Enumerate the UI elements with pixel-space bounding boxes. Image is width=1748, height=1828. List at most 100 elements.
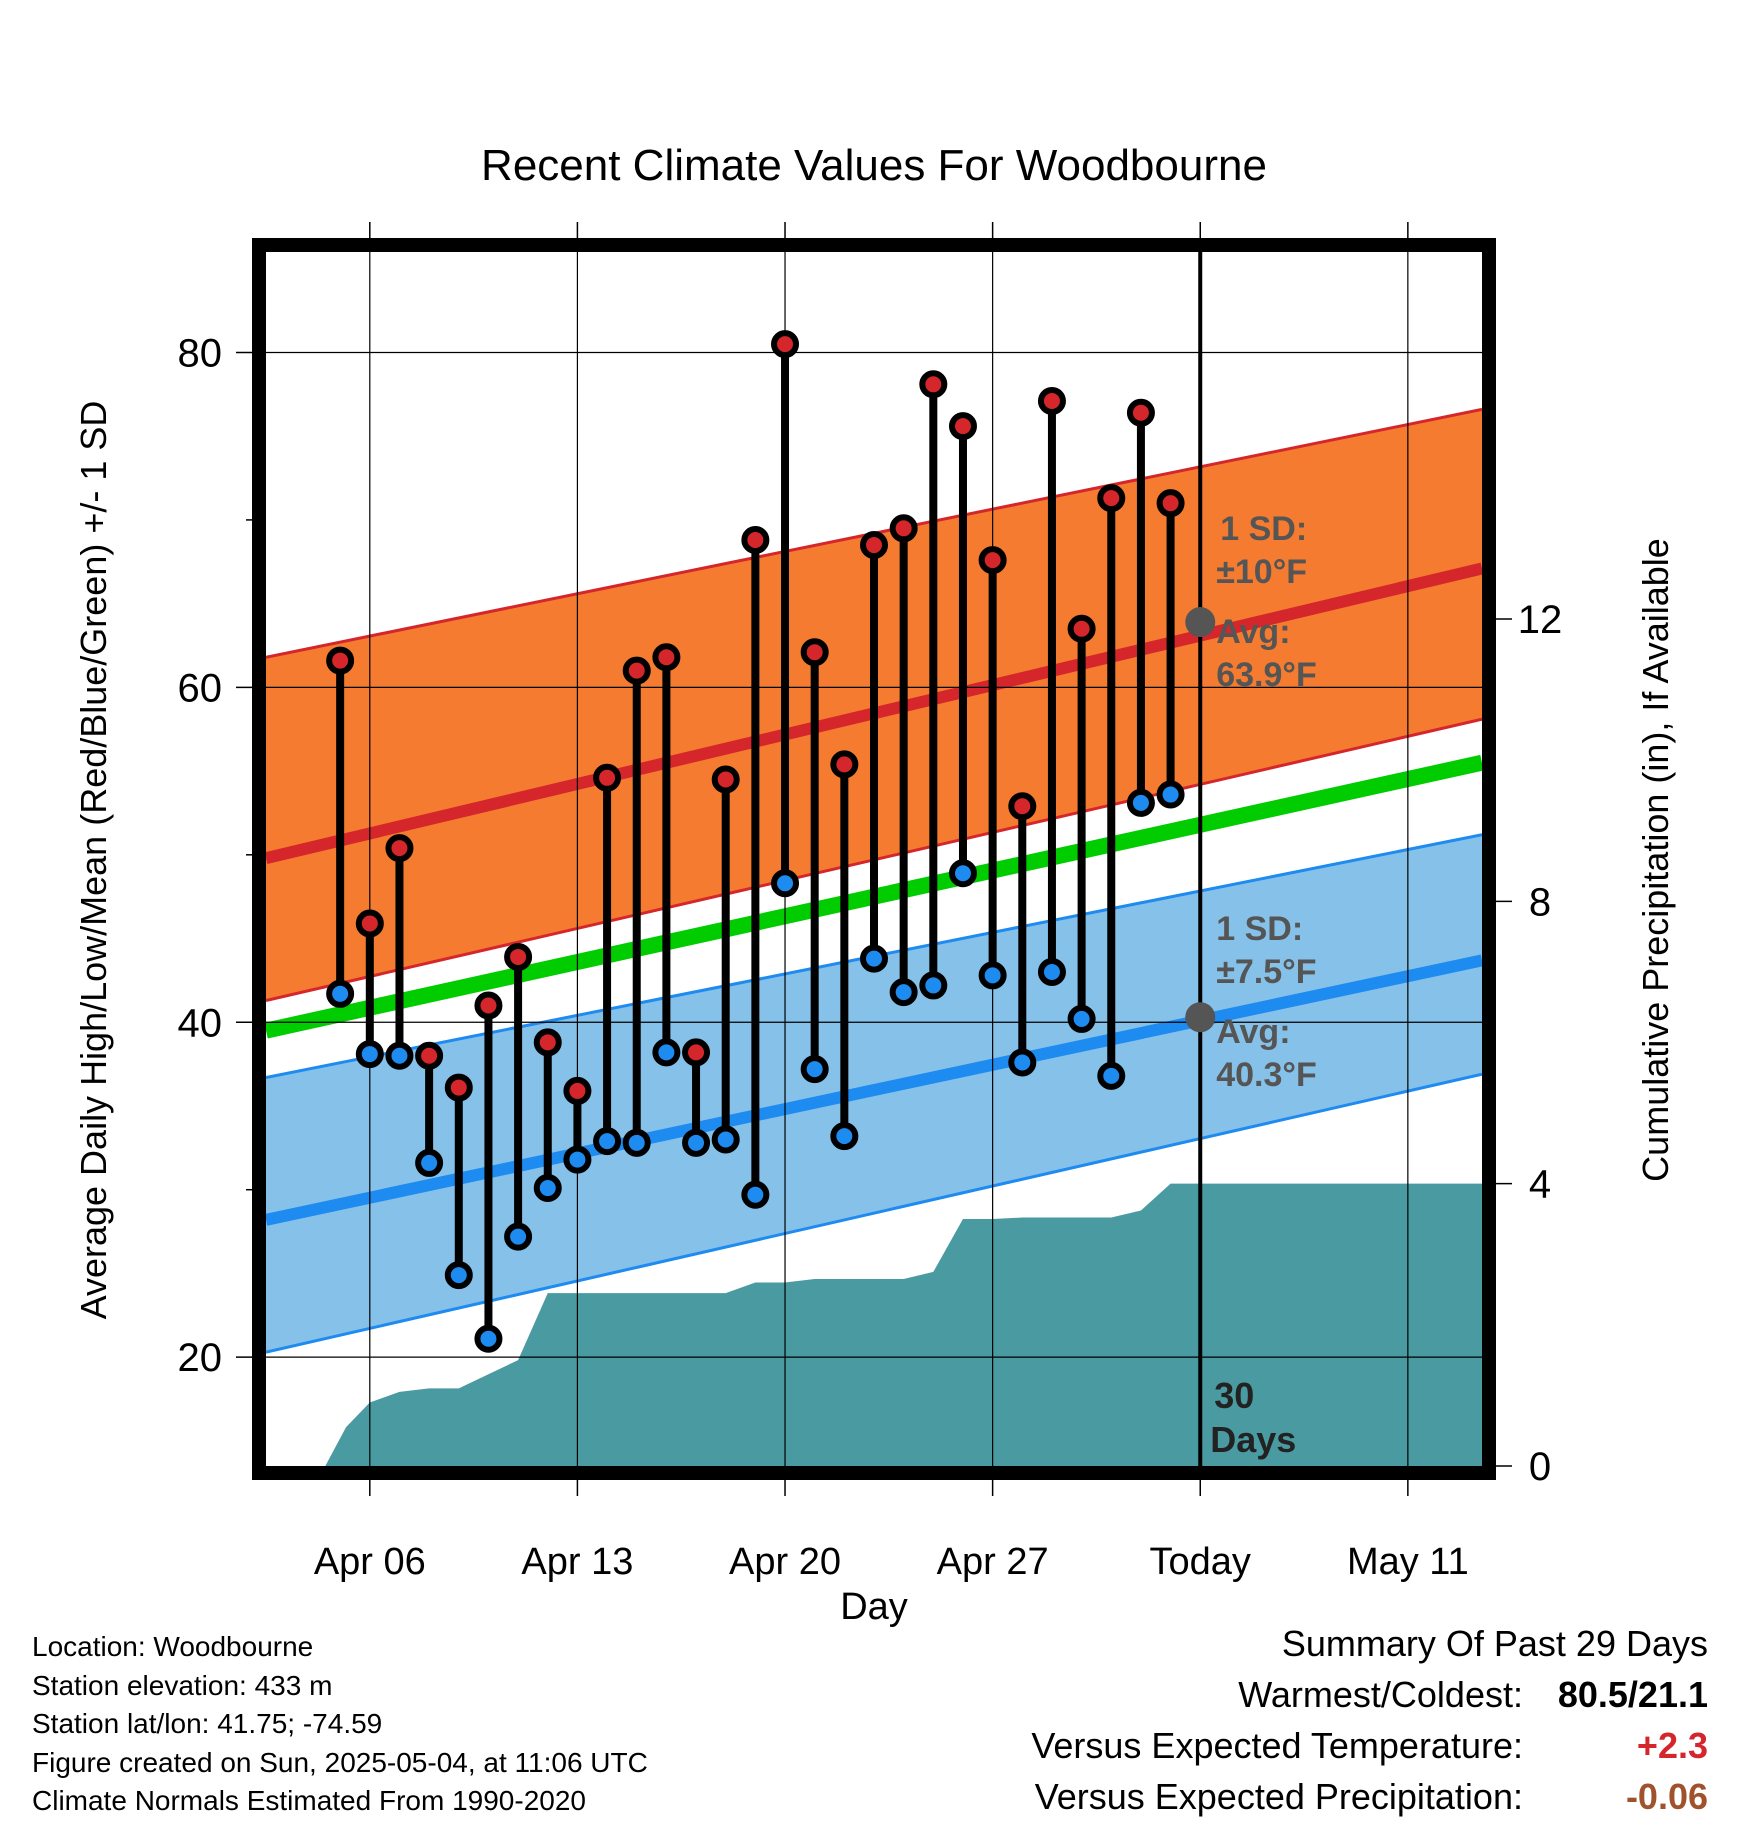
- y-tick-label-left: 60: [178, 666, 223, 710]
- summary-temp-row: Versus Expected Temperature: +2.3: [1031, 1720, 1708, 1771]
- daily-high-point: [1097, 484, 1126, 513]
- daily-low-point: [1126, 788, 1155, 817]
- daily-low-point: [533, 1174, 562, 1203]
- x-tick-label: Apr 20: [729, 1541, 841, 1583]
- daily-high-point: [830, 750, 859, 779]
- y-axis-label-right: Cumulative Precipitation (in), If Availa…: [1635, 538, 1676, 1182]
- daily-high-point: [415, 1041, 444, 1070]
- daily-low-point: [355, 1040, 384, 1069]
- elevation-text: Station elevation: 433 m: [32, 1669, 333, 1701]
- daily-high-point: [385, 834, 414, 863]
- y-tick-label-right: 8: [1529, 880, 1551, 924]
- daily-high-point: [504, 942, 533, 971]
- x-tick-label: May 11: [1347, 1541, 1469, 1583]
- y-tick-label-left: 40: [178, 1001, 223, 1045]
- daily-high-point: [771, 330, 800, 359]
- high-sd-value: ±10°F: [1216, 553, 1307, 591]
- low-lower-sd-line: [266, 1072, 1482, 1354]
- daily-high-point: [1067, 614, 1096, 643]
- daily-low-point: [415, 1148, 444, 1177]
- summary-title: Summary Of Past 29 Days: [1281, 1623, 1708, 1664]
- daily-low-point: [1008, 1048, 1037, 1077]
- y-tick-label-right: 12: [1518, 598, 1563, 642]
- daily-high-point: [1037, 387, 1066, 416]
- daily-low-point: [385, 1041, 414, 1070]
- daily-low-point: [1037, 958, 1066, 987]
- high-avg-value: 63.9°F: [1216, 656, 1317, 694]
- daily-low-point: [800, 1055, 829, 1084]
- daily-low-point: [919, 971, 948, 1000]
- precip-area: [325, 1183, 1482, 1466]
- climate-chart: Recent Climate Values For Woodbourne 1 S…: [73, 141, 1676, 1628]
- high-avg-label: Avg:: [1216, 613, 1290, 651]
- low-sd-value: ±7.5°F: [1216, 953, 1316, 991]
- daily-high-point: [444, 1073, 473, 1102]
- daily-low-point: [1156, 780, 1185, 809]
- daily-high-point: [741, 526, 770, 555]
- daily-high-point: [919, 370, 948, 399]
- y-axis-label-left: Average Daily High/Low/Mean (Red/Blue/Gr…: [73, 401, 114, 1320]
- daily-high-point: [652, 643, 681, 672]
- daily-low-point: [1097, 1061, 1126, 1090]
- daily-low-point: [474, 1324, 503, 1353]
- daily-low-point: [622, 1128, 651, 1157]
- daily-high-point: [533, 1028, 562, 1057]
- daily-low-point: [771, 869, 800, 898]
- daily-low-point: [948, 859, 977, 888]
- daily-low-point: [889, 978, 918, 1007]
- precip-anomaly-value: -0.06: [1625, 1776, 1708, 1817]
- daily-high-point: [593, 763, 622, 792]
- daily-high-point: [1008, 792, 1037, 821]
- low-sd-label: 1 SD:: [1216, 910, 1303, 948]
- y-tick-label-left: 20: [178, 1336, 223, 1380]
- x-tick-label: Apr 13: [521, 1541, 633, 1583]
- daily-high-point: [948, 412, 977, 441]
- daily-high-point: [474, 991, 503, 1020]
- daily-high-point: [563, 1076, 592, 1105]
- warm-cold-value: 80.5/21.1: [1557, 1674, 1708, 1715]
- daily-low-point: [711, 1125, 740, 1154]
- daily-low-point: [860, 944, 888, 973]
- daily-low-point: [682, 1128, 711, 1157]
- x-tick-label: Apr 06: [314, 1541, 426, 1583]
- daily-high-point: [711, 765, 740, 794]
- daily-high-point: [889, 514, 918, 543]
- daily-high-point: [682, 1038, 711, 1067]
- daily-high-point: [1156, 489, 1185, 518]
- high-sd-label: 1 SD:: [1220, 510, 1307, 548]
- precip-anomaly-label: Versus Expected Precipitation:: [1034, 1776, 1523, 1817]
- summary-warm-cold-row: Warmest/Coldest: 80.5/21.1: [1031, 1669, 1708, 1720]
- daily-low-point: [504, 1222, 533, 1251]
- daily-high-point: [1126, 398, 1155, 427]
- daily-low-point: [652, 1038, 681, 1067]
- latlon-text: Station lat/lon: 41.75; -74.59: [32, 1708, 383, 1739]
- plot-frame-layer: [252, 238, 1496, 1480]
- today-low-avg-dot: [1185, 1002, 1216, 1033]
- low-avg-value: 40.3°F: [1216, 1056, 1317, 1094]
- plot-border: [252, 238, 1496, 1480]
- today-high-avg-dot: [1185, 607, 1216, 638]
- location-text: Location: Woodbourne: [32, 1631, 314, 1662]
- daily-high-point: [355, 909, 384, 938]
- created-text: Figure created on Sun, 2025-05-04, at 11…: [32, 1746, 648, 1778]
- temp-anomaly-label: Versus Expected Temperature:: [1031, 1725, 1523, 1766]
- y-tick-label-left: 80: [178, 331, 223, 375]
- period-label-number: 30: [1214, 1375, 1254, 1416]
- normals-text: Climate Normals Estimated From 1990-2020: [32, 1785, 586, 1816]
- temp-anomaly-value: +2.3: [1636, 1725, 1708, 1766]
- daily-high-point: [800, 638, 829, 667]
- x-tick-label: Apr 27: [937, 1541, 1049, 1583]
- low-avg-label: Avg:: [1216, 1013, 1290, 1051]
- plot-area: 1 SD: ±10°F Avg: 63.9°F 1 SD: ±7.5°F Avg: 40.3°…: [266, 252, 1482, 1466]
- chart-title: Recent Climate Values For Woodbourne: [481, 141, 1267, 190]
- daily-high-point: [978, 546, 1007, 575]
- daily-low-point: [593, 1127, 622, 1156]
- daily-high-point: [622, 656, 651, 685]
- daily-high-point: [860, 531, 888, 560]
- daily-low-point: [1067, 1004, 1096, 1033]
- y-tick-label-right: 0: [1529, 1445, 1551, 1489]
- summary-panel: Summary Of Past 29 Days Warmest/Coldest:…: [1031, 1618, 1708, 1822]
- period-label-unit: Days: [1210, 1419, 1296, 1460]
- warm-cold-label: Warmest/Coldest:: [1238, 1674, 1523, 1715]
- x-axis-label: Day: [840, 1586, 908, 1628]
